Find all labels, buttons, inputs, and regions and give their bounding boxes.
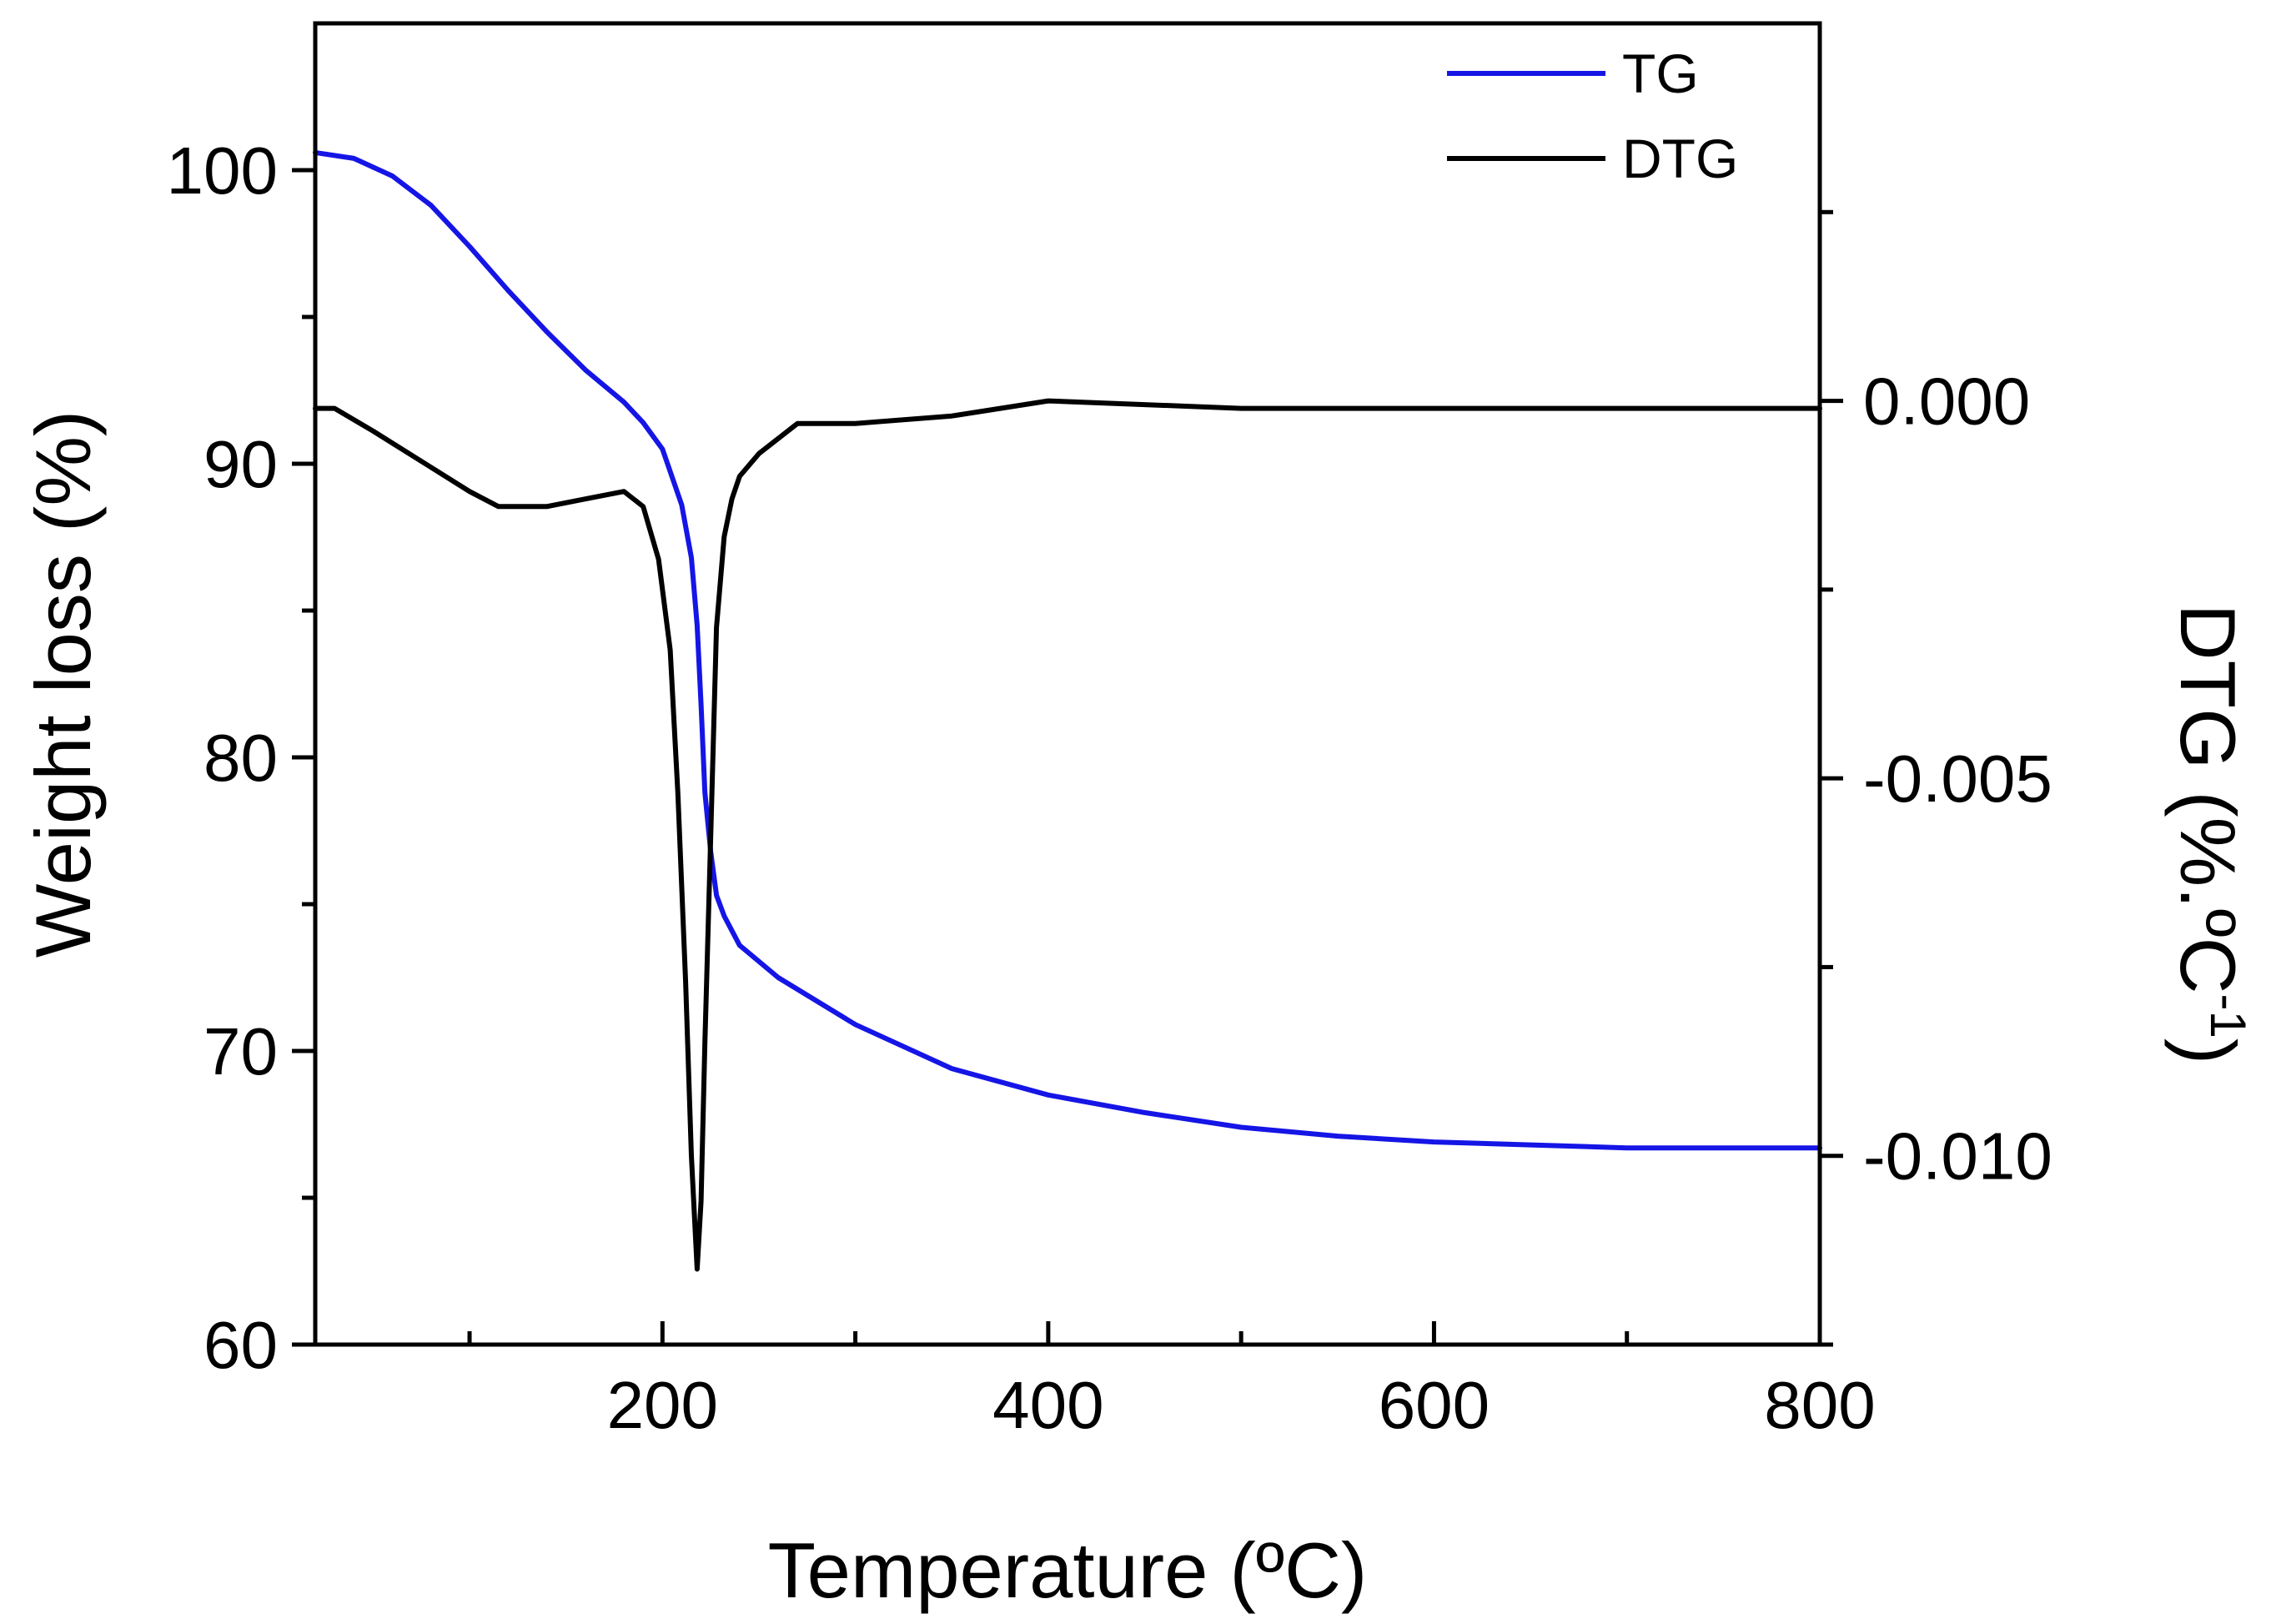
x-tick-label: 600 <box>1379 1368 1490 1442</box>
x-axis-title: Temperature (ºC) <box>768 1526 1368 1614</box>
y2-axis-title-main: DTG (%.ºC <box>2164 604 2252 994</box>
y-tick-label: 60 <box>203 1308 278 1382</box>
ticks-layer: 200 400 600 800 60 70 80 90 100 -0.010 -0.005 0.000 <box>167 133 2052 1442</box>
series-tg-line <box>313 149 1822 1151</box>
y-axis-title: Weight loss (%) <box>19 410 107 958</box>
legend-tg-label: TG <box>1622 43 1699 104</box>
series-layer <box>313 149 1822 1272</box>
y-tick-label: 100 <box>167 133 278 208</box>
y-tick-label: 70 <box>203 1014 278 1089</box>
y2-tick-label: 0.000 <box>1863 365 2030 439</box>
y2-tick-label: -0.010 <box>1863 1119 2052 1194</box>
x-tick-label: 200 <box>607 1368 718 1442</box>
y2-tick-label: -0.005 <box>1863 742 2052 816</box>
y2-axis-title-close: ) <box>2164 1038 2252 1064</box>
y2-axis-title: DTG (%.ºC-1) <box>2164 604 2256 1064</box>
legend: TG DTG <box>1447 43 1738 189</box>
x-tick-label: 800 <box>1764 1368 1875 1442</box>
x-tick-label: 400 <box>992 1368 1103 1442</box>
series-dtg-line <box>313 398 1822 1272</box>
y2-axis-title-superscript: -1 <box>2200 994 2256 1038</box>
y-tick-label: 80 <box>203 721 278 795</box>
y-tick-label: 90 <box>203 427 278 501</box>
legend-dtg-label: DTG <box>1622 128 1738 189</box>
plot-frame <box>313 21 1822 1347</box>
